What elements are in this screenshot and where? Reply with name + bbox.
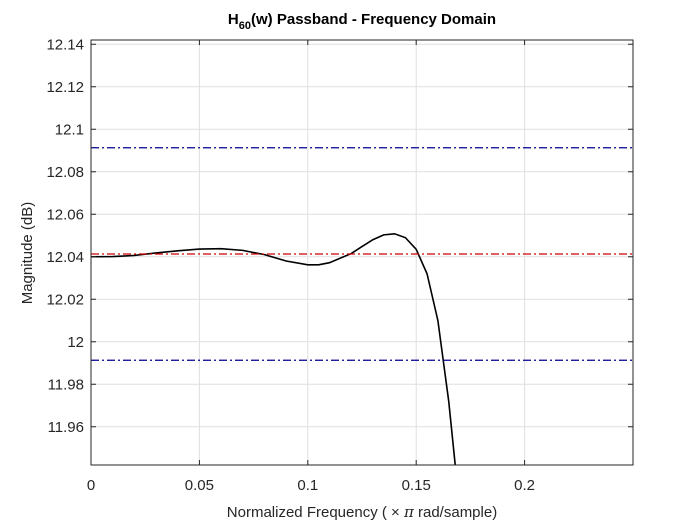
response-curve [91, 232, 457, 465]
y-tick-label: 12.02 [46, 291, 84, 308]
title-subscript: 60 [239, 20, 251, 32]
y-tick-label: 12.12 [46, 79, 84, 96]
x-tick-label: 0.1 [297, 477, 318, 494]
x-axis-label: Normalized Frequency ( × π rad/sample) [227, 503, 497, 521]
x-tick-label: 0.2 [514, 477, 535, 494]
y-tick-label: 12.14 [46, 36, 84, 53]
y-axis-label: Magnitude (dB) [19, 202, 36, 305]
axes-box [90, 39, 634, 466]
y-tick-label: 12.04 [46, 249, 84, 266]
title-rest: (w) Passband - Frequency Domain [251, 11, 496, 28]
x-label-before: Normalized Frequency ( [227, 504, 387, 521]
y-tick-label: 11.96 [48, 419, 84, 436]
ticks: 0 0.05 0.1 0.15 0.2 11.96 11.98 12 12.02 12.04 12.… [46, 36, 633, 494]
x-label-after: rad/sample) [418, 504, 497, 521]
title-main: H [228, 11, 239, 28]
x-label-pi: π [403, 503, 415, 521]
x-label-times: × [391, 504, 400, 521]
x-tick-label: 0 [87, 477, 95, 494]
x-tick-label: 0.15 [402, 477, 431, 494]
chart-title: H60(w) Passband - Frequency Domain [228, 11, 496, 32]
plot-series [91, 147, 633, 465]
y-tick-label: 11.98 [48, 376, 84, 393]
y-tick-label: 12 [67, 334, 84, 351]
x-tick-label: 0.05 [185, 477, 214, 494]
grid [90, 40, 633, 465]
y-tick-label: 12.1 [55, 121, 84, 138]
y-tick-label: 12.08 [46, 164, 84, 181]
y-tick-label: 12.06 [46, 206, 84, 223]
